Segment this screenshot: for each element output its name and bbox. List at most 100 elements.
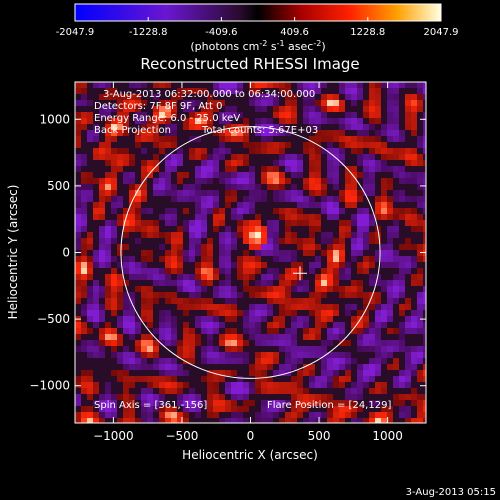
heatmap-cell xyxy=(99,406,105,412)
heatmap-cell xyxy=(399,316,405,322)
heatmap-cell xyxy=(285,400,291,406)
heatmap-cell xyxy=(225,412,231,418)
heatmap-cell xyxy=(87,202,93,208)
heatmap-cell xyxy=(321,226,327,232)
heatmap-cell xyxy=(171,130,177,136)
heatmap-cell xyxy=(423,112,426,118)
heatmap-cell xyxy=(165,340,171,346)
heatmap-cell xyxy=(363,136,369,142)
heatmap-cell xyxy=(231,376,237,382)
heatmap-cell xyxy=(411,250,417,256)
heatmap-cell xyxy=(363,118,369,124)
heatmap-cell xyxy=(351,196,357,202)
heatmap-cell xyxy=(243,94,249,100)
heatmap-cell xyxy=(99,394,105,400)
heatmap-cell xyxy=(219,412,225,418)
heatmap-cell xyxy=(159,124,165,130)
heatmap-cell xyxy=(279,388,285,394)
heatmap-cell xyxy=(255,340,261,346)
heatmap-cell xyxy=(177,88,183,94)
heatmap-cell xyxy=(147,382,153,388)
heatmap-cell xyxy=(231,394,237,400)
heatmap-cell xyxy=(141,382,147,388)
heatmap-cell xyxy=(117,214,123,220)
heatmap-cell xyxy=(321,268,327,274)
heatmap-cell xyxy=(399,298,405,304)
heatmap-cell xyxy=(285,178,291,184)
heatmap-cell xyxy=(345,358,351,364)
heatmap-cell xyxy=(153,88,159,94)
heatmap-cell xyxy=(75,382,81,388)
heatmap-cell xyxy=(153,370,159,376)
heatmap-cell xyxy=(141,286,147,292)
heatmap-cell xyxy=(405,274,411,280)
heatmap-cell xyxy=(75,292,81,298)
heatmap-cell xyxy=(387,394,393,400)
heatmap-cell xyxy=(345,316,351,322)
heatmap-cell xyxy=(255,130,261,136)
heatmap-cell xyxy=(189,172,195,178)
heatmap-cell xyxy=(123,208,129,214)
heatmap-cell xyxy=(345,322,351,328)
heatmap-cell xyxy=(363,112,369,118)
heatmap-cell xyxy=(351,130,357,136)
heatmap-cell xyxy=(129,274,135,280)
heatmap-cell xyxy=(159,196,165,202)
heatmap-cell xyxy=(345,82,351,88)
heatmap-cell xyxy=(417,262,423,268)
heatmap-cell xyxy=(405,226,411,232)
heatmap-cell xyxy=(321,166,327,172)
heatmap-cell xyxy=(87,310,93,316)
heatmap-cell xyxy=(135,328,141,334)
heatmap-cell xyxy=(105,244,111,250)
heatmap-cell xyxy=(207,148,213,154)
heatmap-cell xyxy=(135,298,141,304)
heatmap-cell xyxy=(201,136,207,142)
heatmap-cell xyxy=(183,280,189,286)
heatmap-cell xyxy=(315,388,321,394)
heatmap-cell xyxy=(411,112,417,118)
heatmap-cell xyxy=(81,370,87,376)
heatmap-cell xyxy=(267,418,273,423)
heatmap-cell xyxy=(171,88,177,94)
heatmap-cell xyxy=(267,340,273,346)
heatmap-cell xyxy=(213,214,219,220)
heatmap-cell xyxy=(105,112,111,118)
heatmap-cell xyxy=(93,112,99,118)
heatmap-cell xyxy=(225,214,231,220)
heatmap-cell xyxy=(405,268,411,274)
heatmap-cell xyxy=(405,118,411,124)
heatmap-cell xyxy=(363,274,369,280)
heatmap-cell xyxy=(387,292,393,298)
heatmap-cell xyxy=(255,394,261,400)
heatmap-cell xyxy=(273,172,279,178)
heatmap-cell xyxy=(261,148,267,154)
heatmap-cell xyxy=(81,388,87,394)
heatmap-cell xyxy=(99,382,105,388)
heatmap-cell xyxy=(417,406,423,412)
heatmap-cell xyxy=(423,310,426,316)
heatmap-cell xyxy=(297,304,303,310)
heatmap-cell xyxy=(405,382,411,388)
heatmap-cell xyxy=(165,304,171,310)
heatmap-cell xyxy=(333,136,339,142)
heatmap-cell xyxy=(339,82,345,88)
heatmap-cell xyxy=(147,298,153,304)
heatmap-cell xyxy=(297,220,303,226)
heatmap-cell xyxy=(405,208,411,214)
heatmap-cell xyxy=(375,376,381,382)
heatmap-cell xyxy=(75,154,81,160)
heatmap-cell xyxy=(309,322,315,328)
heatmap-cell xyxy=(129,148,135,154)
heatmap-cell xyxy=(411,394,417,400)
heatmap-cell xyxy=(279,100,285,106)
heatmap-cell xyxy=(105,88,111,94)
heatmap-cell xyxy=(153,202,159,208)
heatmap-cell xyxy=(411,322,417,328)
heatmap-cell xyxy=(153,310,159,316)
heatmap-cell xyxy=(357,304,363,310)
heatmap-cell xyxy=(291,370,297,376)
heatmap-cell xyxy=(285,184,291,190)
heatmap-cell xyxy=(123,226,129,232)
heatmap-cell xyxy=(93,286,99,292)
